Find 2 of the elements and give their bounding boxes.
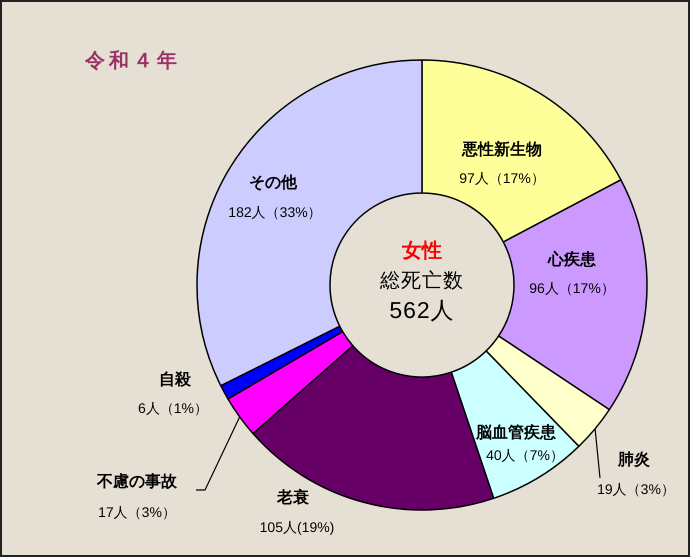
title: 令和４年 <box>85 50 181 72</box>
subtitle: 女性 <box>402 240 442 262</box>
